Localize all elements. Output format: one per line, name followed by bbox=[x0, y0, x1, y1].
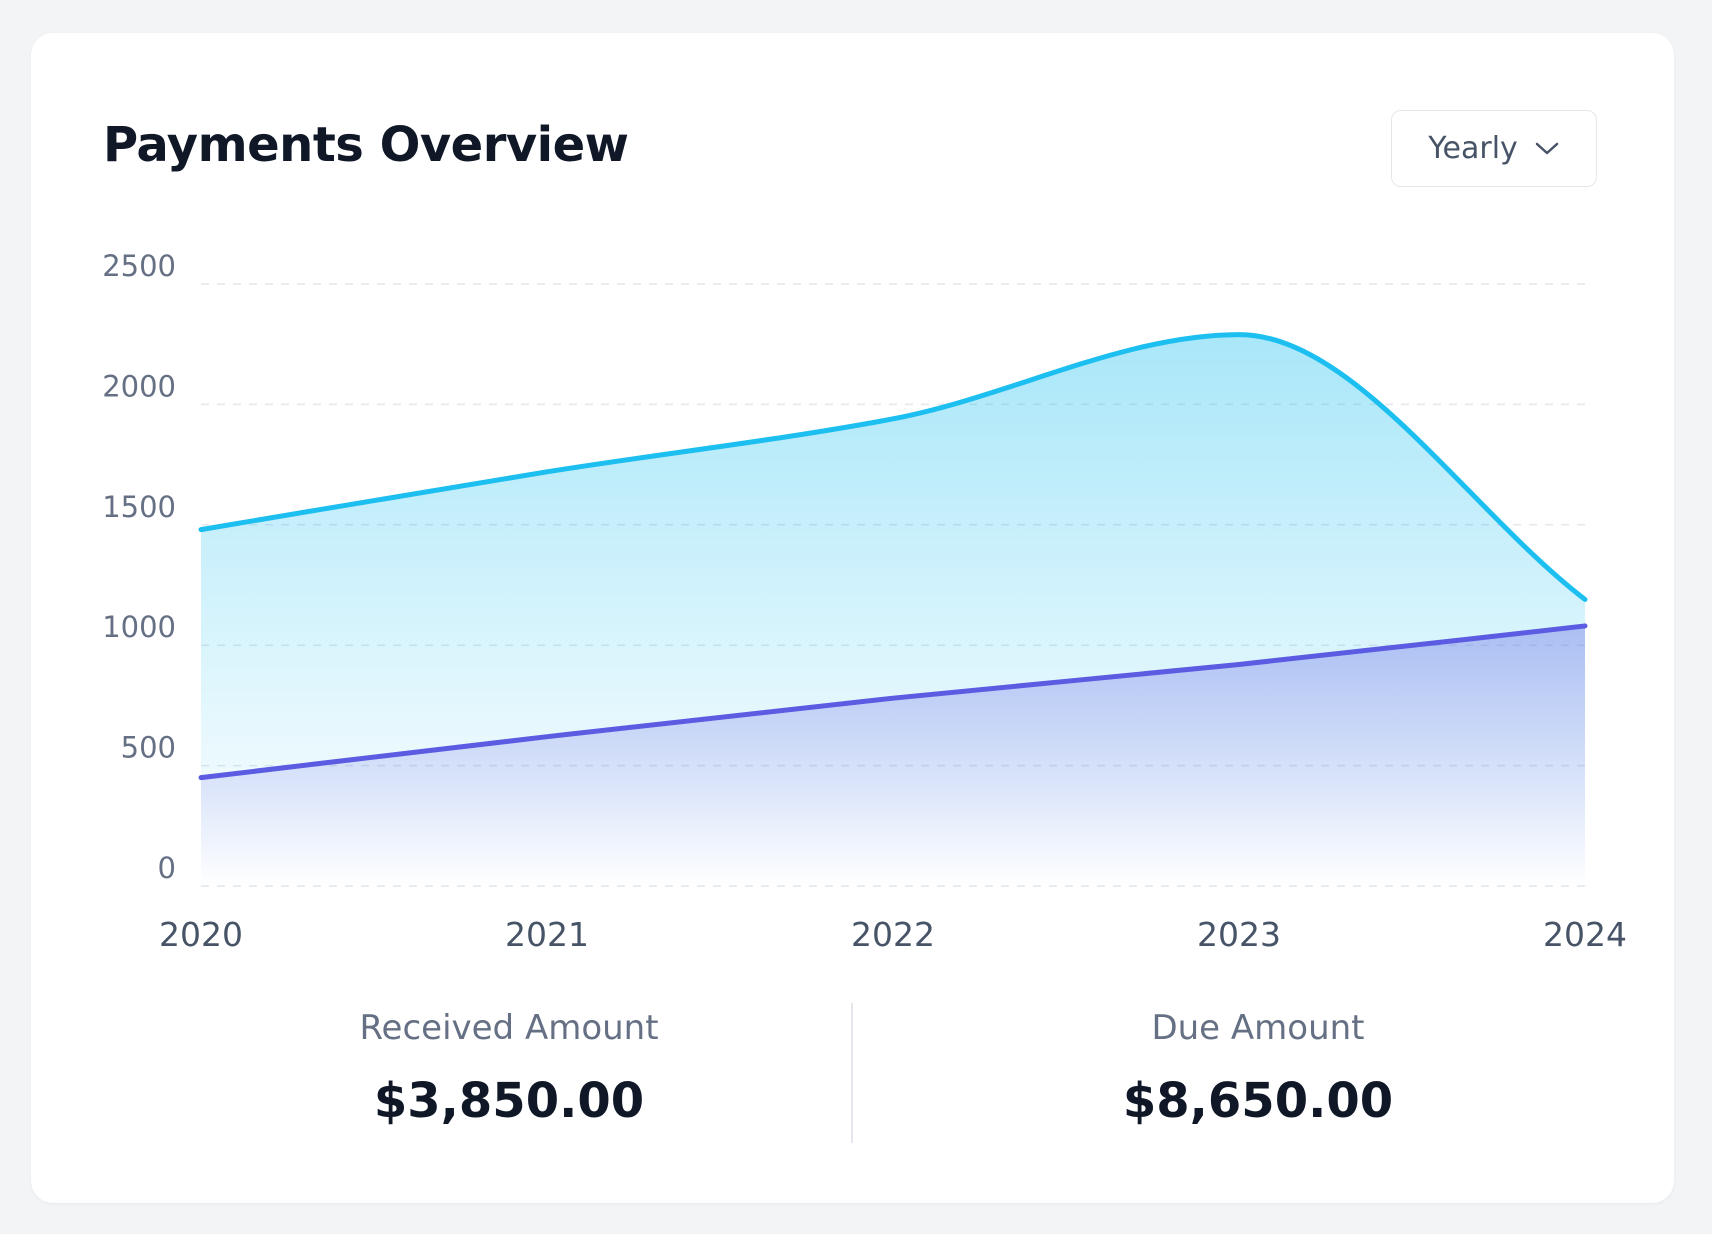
received-amount-label: Received Amount bbox=[359, 1008, 659, 1048]
payments-overview-card: Payments Overview Yearly 0 500 1000 1500 200… bbox=[31, 33, 1674, 1203]
x-tick-label: 2021 bbox=[505, 915, 589, 954]
x-tick-label: 2024 bbox=[1543, 915, 1627, 954]
x-tick-label: 2023 bbox=[1197, 915, 1281, 954]
payments-area-chart: 0 500 1000 1500 2000 2500 2020 2021 2022 2023 202… bbox=[102, 249, 1627, 954]
summary-divider bbox=[851, 1003, 853, 1143]
y-tick-label: 0 bbox=[158, 851, 176, 885]
y-tick-label: 500 bbox=[121, 731, 176, 765]
y-tick-label: 2000 bbox=[102, 369, 176, 403]
y-tick-label: 1000 bbox=[102, 610, 176, 644]
due-amount-label: Due Amount bbox=[1151, 1008, 1365, 1048]
series-2-line bbox=[198, 623, 1588, 781]
chevron-down-icon bbox=[1535, 142, 1559, 154]
due-amount-summary: Due Amount $8,650.00 bbox=[958, 1008, 1558, 1130]
y-tick-label: 1500 bbox=[102, 490, 176, 524]
series-2-area bbox=[201, 625, 1585, 886]
x-tick-label: 2020 bbox=[159, 915, 243, 954]
x-tick-label: 2022 bbox=[851, 915, 935, 954]
y-tick-label: 2500 bbox=[102, 249, 176, 283]
period-select-value: Yearly bbox=[1428, 131, 1518, 166]
period-select[interactable]: Yearly bbox=[1391, 110, 1597, 187]
received-amount-value: $3,850.00 bbox=[373, 1072, 645, 1129]
card-title: Payments Overview bbox=[103, 117, 629, 173]
due-amount-value: $8,650.00 bbox=[1122, 1072, 1394, 1129]
received-amount-summary: Received Amount $3,850.00 bbox=[209, 1008, 809, 1130]
series-1-line bbox=[198, 332, 1588, 602]
